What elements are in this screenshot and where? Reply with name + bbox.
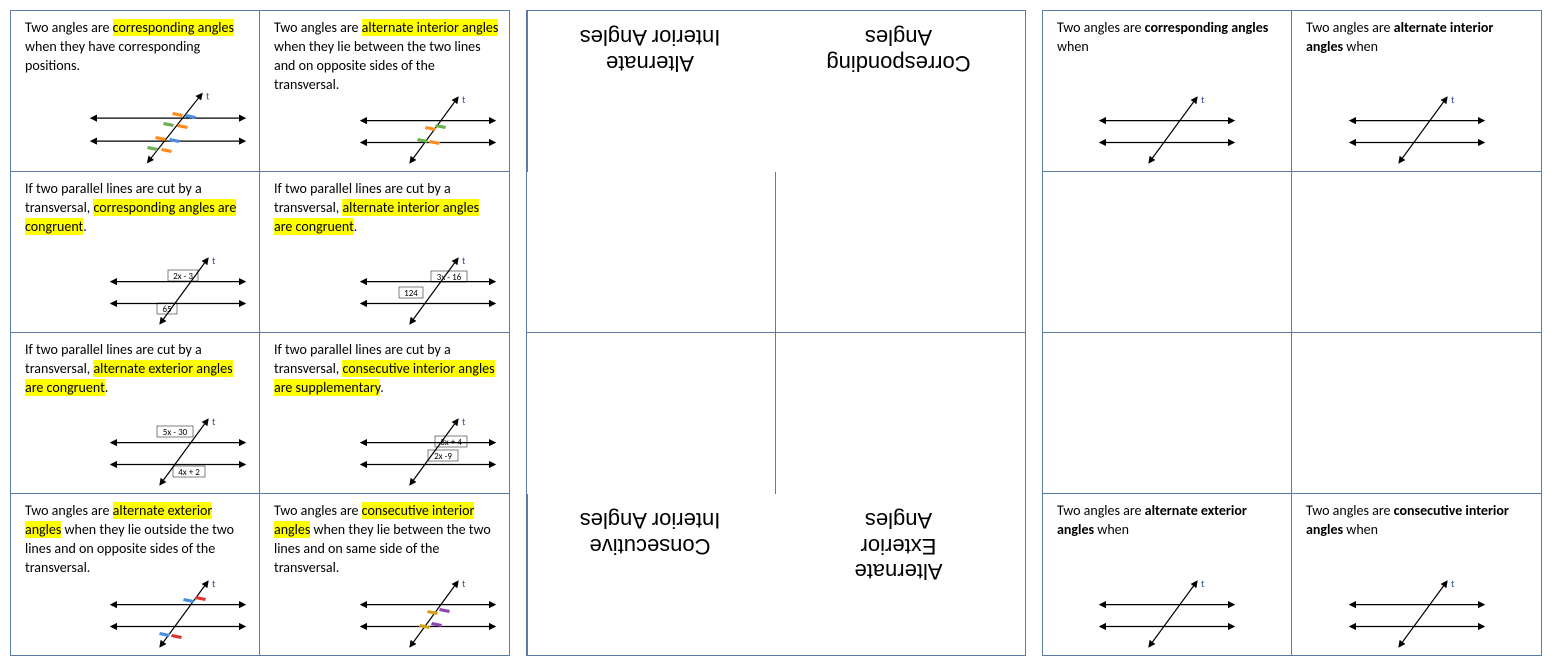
p3-cell-8: Two angles are consecutive interior angl… <box>1292 494 1541 655</box>
svg-text:3x - 16: 3x - 16 <box>437 272 462 283</box>
p3-text-8: Two angles are consecutive interior angl… <box>1306 502 1531 540</box>
p2-h3-a: Alternate <box>854 559 942 584</box>
svg-text:2x -9: 2x -9 <box>434 451 452 462</box>
p3-text-7: Two angles are alternate exterior angles… <box>1057 502 1281 540</box>
svg-text:3x + 4: 3x + 4 <box>440 437 462 448</box>
p3-cell-1: Two angles are corresponding angles when… <box>1043 11 1292 172</box>
panel-left-reference: Two angles are corresponding angles when… <box>10 10 510 656</box>
svg-text:t: t <box>1201 577 1205 590</box>
svg-text:t: t <box>1451 93 1455 106</box>
p1-fig-1: t <box>83 87 253 169</box>
p1-fig-6: t 3x + 4 2x -9 <box>353 413 503 491</box>
p2-cell-7: Consecutive Interior Angles <box>527 494 776 655</box>
p2-h4-a: Consecutive <box>589 533 710 558</box>
svg-text:124: 124 <box>404 288 418 299</box>
svg-text:t: t <box>462 93 466 106</box>
p3-cell-7: Two angles are alternate exterior angles… <box>1043 494 1292 655</box>
p2-h4-b: Interior Angles <box>580 508 721 533</box>
p1-text-8: Two angles are consecutive interior angl… <box>274 502 499 578</box>
svg-text:t: t <box>462 415 466 428</box>
p3-fig-8: t <box>1342 575 1492 653</box>
p1-cell-8: Two angles are consecutive interior angl… <box>260 494 509 655</box>
p2-cell-5 <box>527 333 776 494</box>
svg-text:t: t <box>212 577 216 590</box>
p1-cell-3: If two parallel lines are cut by a trans… <box>11 172 260 333</box>
p1-text-2: Two angles are alternate interior angles… <box>274 19 499 95</box>
p1-text-7: Two angles are alternate exterior angles… <box>25 502 249 578</box>
p2-h3-b: Exterior <box>861 533 937 558</box>
p3-cell-3 <box>1043 172 1292 333</box>
p3-cell-2: Two angles are alternate interior angles… <box>1292 11 1541 172</box>
svg-text:2x - 3: 2x - 3 <box>173 271 193 282</box>
p2-h2-b: Interior Angles <box>580 25 721 50</box>
p3-fig-2: t <box>1342 91 1492 169</box>
svg-text:t: t <box>1201 93 1205 106</box>
svg-text:t: t <box>206 90 210 103</box>
p3-text-1: Two angles are corresponding angles when <box>1057 19 1281 57</box>
svg-text:4x + 2: 4x + 2 <box>178 467 200 478</box>
svg-text:t: t <box>1451 577 1455 590</box>
p1-cell-7: Two angles are alternate exterior angles… <box>11 494 260 655</box>
p2-h3-c: Angles <box>865 508 932 533</box>
p1-fig-4: t 3x - 16 124 <box>353 252 503 330</box>
p2-cell-3 <box>527 172 776 333</box>
p1-cell-1: Two angles are corresponding angles when… <box>11 11 260 172</box>
svg-text:t: t <box>212 415 216 428</box>
p2-cell-4 <box>776 172 1025 333</box>
p1-cell-5: If two parallel lines are cut by a trans… <box>11 333 260 494</box>
p1-fig-2: t <box>353 91 503 169</box>
p2-h2-a: Alternate <box>606 50 694 75</box>
svg-text:5x - 30: 5x - 30 <box>163 427 188 438</box>
p3-cell-4 <box>1292 172 1541 333</box>
p2-cell-6 <box>776 333 1025 494</box>
p2-h1-b: Angles <box>865 25 932 50</box>
svg-text:t: t <box>212 254 216 267</box>
panel-middle-headers: Alternate Interior Angles Corresponding … <box>526 10 1026 656</box>
p1-fig-7: t <box>103 575 253 653</box>
svg-text:t: t <box>462 254 466 267</box>
p1-text-6: If two parallel lines are cut by a trans… <box>274 341 499 398</box>
p1-text-5: If two parallel lines are cut by a trans… <box>25 341 249 398</box>
p1-cell-2: Two angles are alternate interior angles… <box>260 11 509 172</box>
p1-fig-8: t <box>353 575 503 653</box>
svg-text:t: t <box>462 577 466 590</box>
p3-cell-5 <box>1043 333 1292 494</box>
p2-cell-2: Corresponding Angles <box>776 11 1025 172</box>
panel-right-fillin: Two angles are corresponding angles when… <box>1042 10 1542 656</box>
p1-text-1: Two angles are corresponding angles when… <box>25 19 249 76</box>
p1-cell-6: If two parallel lines are cut by a trans… <box>260 333 509 494</box>
p1-fig-3: t 2x - 3 65 <box>103 252 253 330</box>
p1-text-4: If two parallel lines are cut by a trans… <box>274 180 499 237</box>
p2-cell-8: Alternate Exterior Angles <box>776 494 1025 655</box>
p3-fig-7: t <box>1092 575 1242 653</box>
p2-cell-1: Alternate Interior Angles <box>527 11 776 172</box>
p1-fig-5: t 5x - 30 4x + 2 <box>103 413 253 491</box>
p3-cell-6 <box>1292 333 1541 494</box>
p1-text-3: If two parallel lines are cut by a trans… <box>25 180 249 237</box>
p1-cell-4: If two parallel lines are cut by a trans… <box>260 172 509 333</box>
p3-text-2: Two angles are alternate interior angles… <box>1306 19 1531 57</box>
p2-h1-a: Corresponding <box>826 50 970 75</box>
p3-fig-1: t <box>1092 91 1242 169</box>
svg-text:65: 65 <box>162 304 172 315</box>
